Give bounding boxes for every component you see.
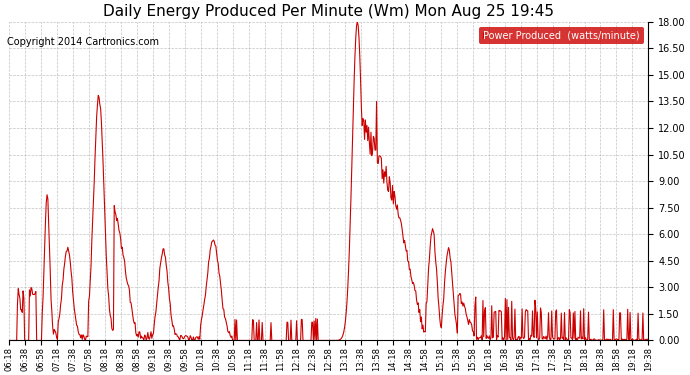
Text: Copyright 2014 Cartronics.com: Copyright 2014 Cartronics.com xyxy=(7,37,159,47)
Title: Daily Energy Produced Per Minute (Wm) Mon Aug 25 19:45: Daily Energy Produced Per Minute (Wm) Mo… xyxy=(103,4,554,19)
Legend: Power Produced  (watts/minute): Power Produced (watts/minute) xyxy=(480,27,644,44)
